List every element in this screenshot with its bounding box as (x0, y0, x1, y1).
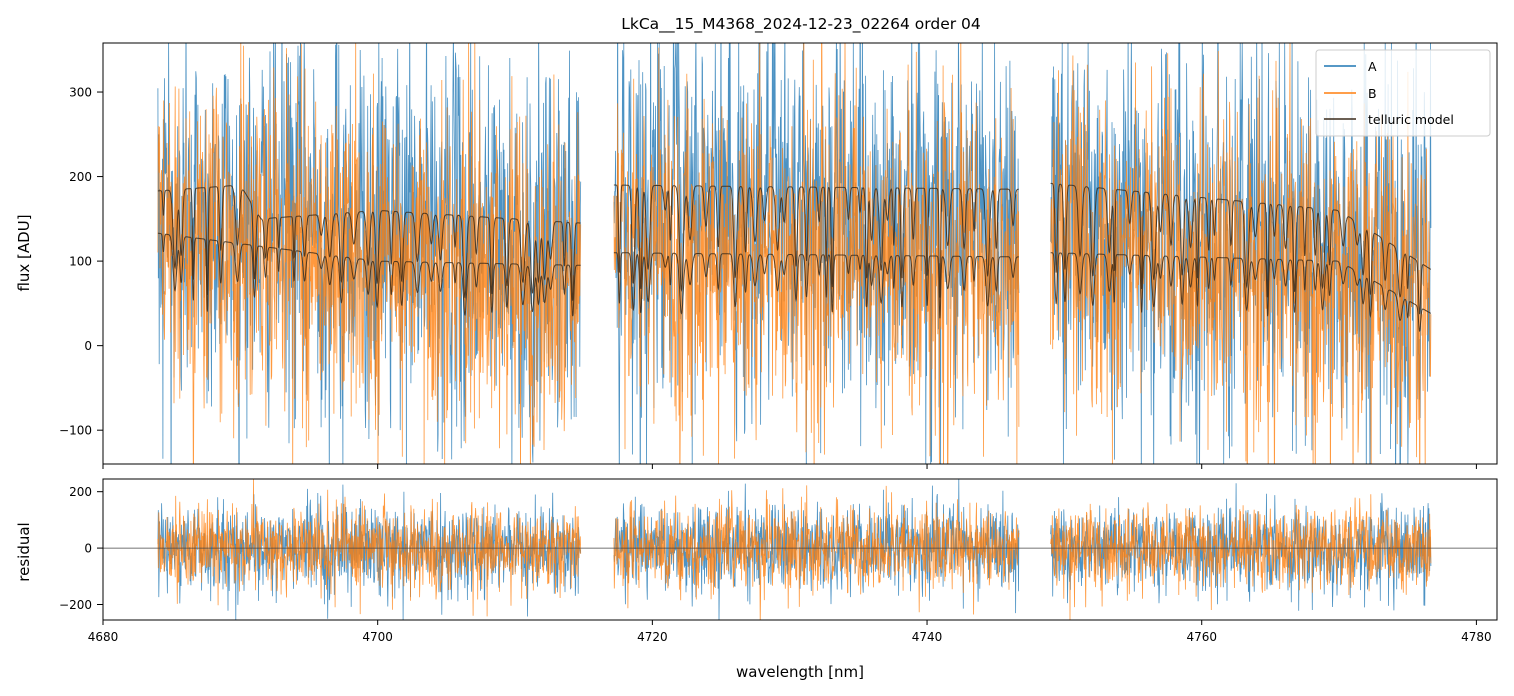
residual-y-axis-label: residual (15, 522, 33, 581)
chart-title: LkCa__15_M4368_2024-12-23_02264 order 04 (621, 15, 981, 34)
flux-line-telluric-model-a--seg1 (613, 184, 1019, 298)
flux-axes-frame (102, 42, 1498, 465)
legend-frame (1315, 49, 1491, 137)
residual-panel: −200 0 200 4680 4700 4720 4740 4760 4780 residu… (15, 478, 1498, 681)
x-tick-label: 4720 (637, 630, 668, 644)
y-tick-label: 0 (84, 542, 92, 556)
y-tick-label: 300 (69, 86, 92, 100)
flux-line-a-seg2 (1050, 43, 1432, 464)
y-tick-label: 200 (69, 170, 92, 184)
legend-label-telluric: telluric model (1368, 112, 1454, 127)
flux-y-ticks: −100 0 100 200 300 (59, 86, 103, 438)
residual-series-group (103, 479, 1497, 620)
residual-line-a-seg2 (1050, 483, 1432, 611)
residual-line-b-seg2 (1050, 494, 1432, 620)
residual-axes-frame (102, 478, 1498, 621)
flux-line-telluric-model-b--seg1 (613, 252, 1019, 319)
flux-line-telluric-model-a--seg0 (157, 185, 581, 301)
x-tick-label: 4740 (912, 630, 943, 644)
y-tick-label: 200 (69, 485, 92, 499)
x-tick-label: 4780 (1461, 630, 1492, 644)
flux-line-telluric-model-b--seg2 (1050, 252, 1432, 333)
residual-line-b-seg1 (613, 485, 1020, 620)
y-tick-label: −200 (59, 598, 92, 612)
x-tick-label: 4700 (362, 630, 393, 644)
y-tick-label: 100 (69, 255, 92, 269)
flux-line-telluric-model-b--seg0 (157, 232, 581, 317)
x-axis-label: wavelength [nm] (736, 663, 864, 681)
legend-label-b: B (1368, 86, 1377, 101)
legend: A B telluric model (1315, 49, 1491, 137)
flux-y-axis-label: flux [ADU] (15, 214, 33, 291)
y-tick-label: −100 (59, 424, 92, 438)
flux-line-telluric-model-a--seg2 (1050, 182, 1432, 315)
legend-label-a: A (1368, 59, 1377, 74)
flux-x-ticks (102, 464, 1477, 469)
residual-line-b-seg0 (157, 479, 582, 617)
residual-x-ticks: 4680 4700 4720 4740 4760 4780 (88, 620, 1492, 644)
x-tick-label: 4760 (1186, 630, 1217, 644)
x-tick-label: 4680 (88, 630, 119, 644)
flux-series-group (157, 43, 1432, 464)
residual-line-a-seg0 (157, 484, 582, 620)
flux-panel: LkCa__15_M4368_2024-12-23_02264 order 04… (15, 15, 1498, 469)
residual-y-ticks: −200 0 200 (59, 485, 103, 612)
y-tick-label: 0 (84, 339, 92, 353)
